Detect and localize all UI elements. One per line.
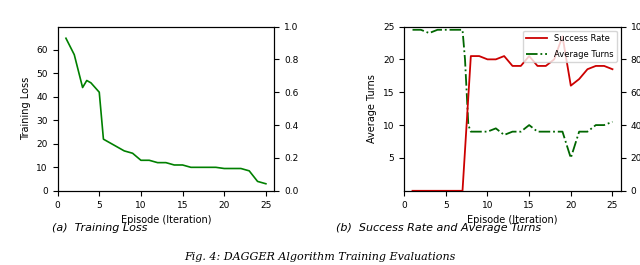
- X-axis label: Episode (Iteration): Episode (Iteration): [121, 215, 211, 225]
- Text: (a)  Training Loss: (a) Training Loss: [51, 223, 147, 233]
- Text: Fig. 4: DAGGER Algorithm Training Evaluations: Fig. 4: DAGGER Algorithm Training Evalua…: [184, 252, 456, 262]
- Legend: Success Rate, Average Turns: Success Rate, Average Turns: [523, 31, 616, 62]
- Y-axis label: Average Turns: Average Turns: [367, 74, 378, 143]
- Text: (b)  Success Rate and Average Turns: (b) Success Rate and Average Turns: [336, 223, 541, 233]
- Y-axis label: Training Loss: Training Loss: [21, 77, 31, 140]
- X-axis label: Episode (Iteration): Episode (Iteration): [467, 215, 557, 225]
